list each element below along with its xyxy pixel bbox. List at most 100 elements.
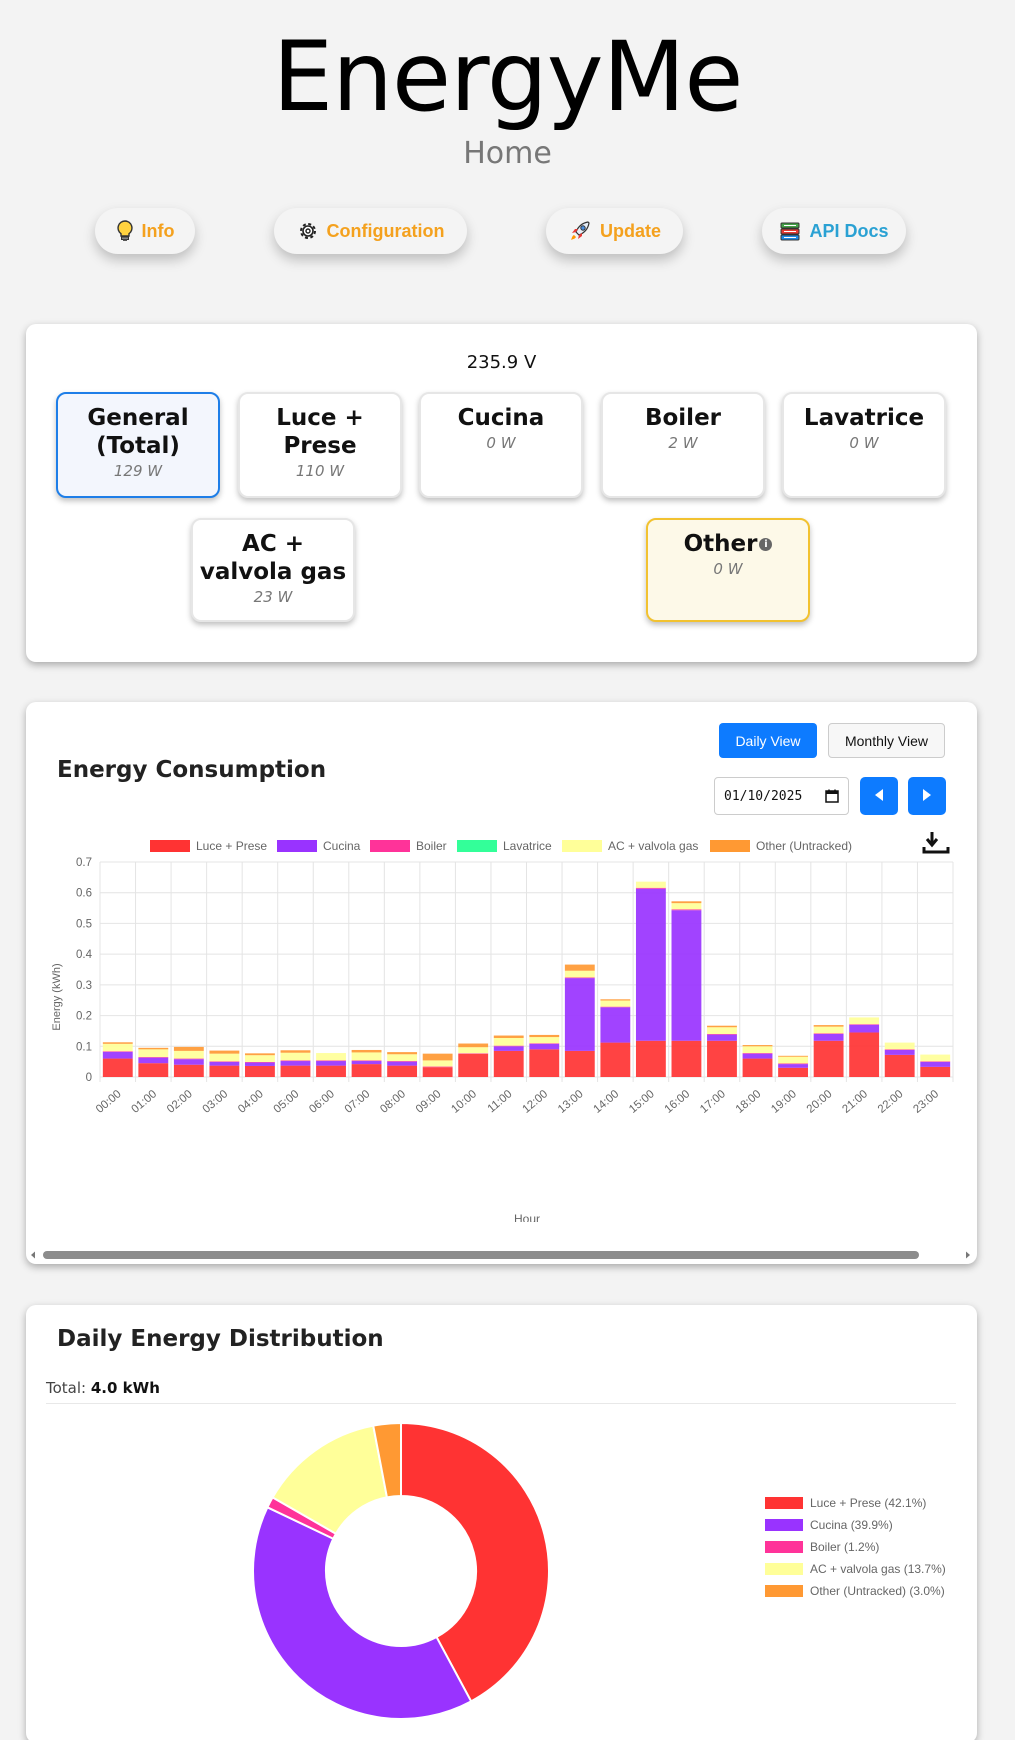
x-tick-label: 00:00 bbox=[94, 1088, 124, 1116]
y-tick-label: 0.4 bbox=[76, 949, 93, 961]
bar-segment bbox=[209, 1065, 240, 1077]
bar-segment bbox=[245, 1061, 275, 1063]
bar-segment bbox=[707, 1040, 737, 1077]
bar-segment bbox=[600, 1006, 631, 1008]
bar-segment bbox=[138, 1063, 169, 1077]
update-button[interactable]: Update bbox=[546, 208, 683, 254]
download-icon[interactable] bbox=[922, 832, 950, 854]
bar-segment bbox=[849, 1017, 880, 1025]
bar-segment bbox=[351, 1049, 382, 1053]
api-docs-button[interactable]: API Docs bbox=[762, 208, 906, 254]
channel-card-cucina[interactable]: Cucina 0 W bbox=[419, 392, 583, 498]
configuration-button[interactable]: Configuration bbox=[274, 208, 467, 254]
legend-swatch bbox=[277, 840, 317, 852]
channel-name: Luce + Prese bbox=[276, 405, 364, 459]
energy-bar-chart: Luce + Prese Cucina Boiler Lavatrice AC + va… bbox=[51, 832, 954, 1222]
bar-segment bbox=[707, 1025, 737, 1028]
channel-card-lavatrice[interactable]: Lavatrice 0 W bbox=[782, 392, 946, 498]
bar-segment bbox=[245, 1065, 275, 1077]
x-tick-label: 13:00 bbox=[556, 1088, 586, 1116]
date-value: 01/10/2025 bbox=[724, 788, 803, 804]
bar-segment bbox=[564, 978, 595, 1051]
channel-power: 2 W bbox=[668, 434, 698, 452]
y-tick-label: 0.3 bbox=[76, 980, 92, 992]
x-tick-label: 14:00 bbox=[592, 1088, 622, 1116]
horizontal-scrollbar[interactable] bbox=[26, 1246, 977, 1264]
bar-segment bbox=[813, 1034, 844, 1041]
channel-card-ac-valvola-gas[interactable]: AC + valvola gas 23 W bbox=[191, 518, 355, 622]
x-tick-label: 08:00 bbox=[378, 1088, 408, 1116]
bar-segment bbox=[493, 1035, 524, 1038]
x-tick-label: 17:00 bbox=[698, 1088, 728, 1116]
bar-segment bbox=[138, 1049, 169, 1058]
app-title: EnergyMe bbox=[272, 21, 744, 133]
bar-segment bbox=[351, 1064, 382, 1077]
bar-segment bbox=[245, 1062, 275, 1066]
bar-segment bbox=[778, 1056, 808, 1064]
legend-swatch bbox=[765, 1585, 803, 1597]
bar-segment bbox=[671, 1040, 702, 1077]
bar-segment bbox=[635, 888, 666, 1041]
legend-label: Other (Untracked) (3.0%) bbox=[810, 1584, 945, 1598]
daily-view-button[interactable]: Daily View bbox=[719, 723, 817, 758]
donut-slice bbox=[400, 1421, 550, 1703]
next-date-button[interactable] bbox=[908, 777, 946, 815]
bar-segment bbox=[529, 1043, 560, 1044]
previous-date-button[interactable] bbox=[860, 777, 898, 815]
x-tick-label: 15:00 bbox=[627, 1088, 657, 1116]
channel-name: Lavatrice bbox=[803, 405, 925, 431]
bar-segment bbox=[138, 1057, 169, 1058]
bar-segment bbox=[173, 1050, 204, 1059]
total-energy: Total: 4.0 kWh bbox=[46, 1379, 160, 1397]
channel-card-other[interactable]: Other i 0 W bbox=[646, 518, 810, 622]
legend-swatch bbox=[150, 840, 190, 852]
channel-name: AC + valvola gas bbox=[199, 531, 347, 585]
scrollbar-thumb[interactable] bbox=[43, 1251, 919, 1259]
bar-segment bbox=[564, 977, 595, 979]
bar-segment bbox=[102, 1043, 133, 1052]
channel-power: 0 W bbox=[486, 434, 516, 452]
y-tick-label: 0 bbox=[86, 1072, 92, 1084]
api-docs-button-label: API Docs bbox=[809, 220, 889, 241]
bar-segment bbox=[742, 1053, 773, 1059]
bar-segment bbox=[209, 1053, 240, 1062]
divider bbox=[46, 1403, 956, 1404]
legend-swatch bbox=[370, 840, 410, 852]
bar-segment bbox=[422, 1060, 453, 1067]
legend-label: Luce + Prese (42.1%) bbox=[810, 1496, 926, 1510]
legend-label: Cucina (39.9%) bbox=[810, 1518, 893, 1532]
bar-segment bbox=[387, 1054, 418, 1062]
donut-legend: Luce + Prese (42.1%) Cucina (39.9%) Boiler… bbox=[765, 1496, 946, 1598]
bar-segment bbox=[316, 1060, 346, 1062]
bar-segment bbox=[564, 1050, 595, 1077]
bar-segment bbox=[209, 1061, 240, 1066]
info-icon[interactable]: i bbox=[759, 538, 773, 551]
bar-segment bbox=[600, 1007, 631, 1043]
bar-segment bbox=[387, 1061, 418, 1062]
bar-segment bbox=[209, 1050, 240, 1054]
channel-card-luce-prese[interactable]: Luce + Prese 110 W bbox=[238, 392, 402, 498]
channels-card: 235.9 V General (Total) 129 W Luce + Pre… bbox=[26, 324, 977, 662]
date-picker-input[interactable]: 01/10/2025 bbox=[714, 777, 849, 815]
legend-label: Cucina bbox=[323, 839, 361, 853]
x-tick-label: 16:00 bbox=[663, 1088, 693, 1116]
energy-consumption-title: Energy Consumption bbox=[57, 757, 327, 783]
bar-segment bbox=[884, 1042, 915, 1050]
bar-segment bbox=[707, 1027, 737, 1034]
channel-card-general[interactable]: General (Total) 129 W bbox=[56, 392, 220, 498]
bar-segment bbox=[778, 1067, 808, 1077]
bar-segment bbox=[245, 1053, 275, 1056]
x-tick-label: 09:00 bbox=[414, 1088, 444, 1116]
monthly-view-button[interactable]: Monthly View bbox=[828, 723, 945, 758]
legend-label: AC + valvola gas (13.7%) bbox=[810, 1562, 946, 1576]
bar-segment bbox=[600, 999, 631, 1001]
calendar-icon[interactable] bbox=[825, 789, 839, 807]
bar-segment bbox=[778, 1063, 808, 1065]
channel-name-row: Other i bbox=[648, 530, 808, 558]
bar-segment bbox=[138, 1057, 169, 1064]
total-value: 4.0 kWh bbox=[90, 1379, 160, 1397]
channel-card-boiler[interactable]: Boiler 2 W bbox=[601, 392, 765, 498]
info-button[interactable]: Info bbox=[95, 208, 195, 254]
triangle-left-icon bbox=[872, 787, 886, 806]
channel-name: Boiler bbox=[644, 405, 722, 431]
